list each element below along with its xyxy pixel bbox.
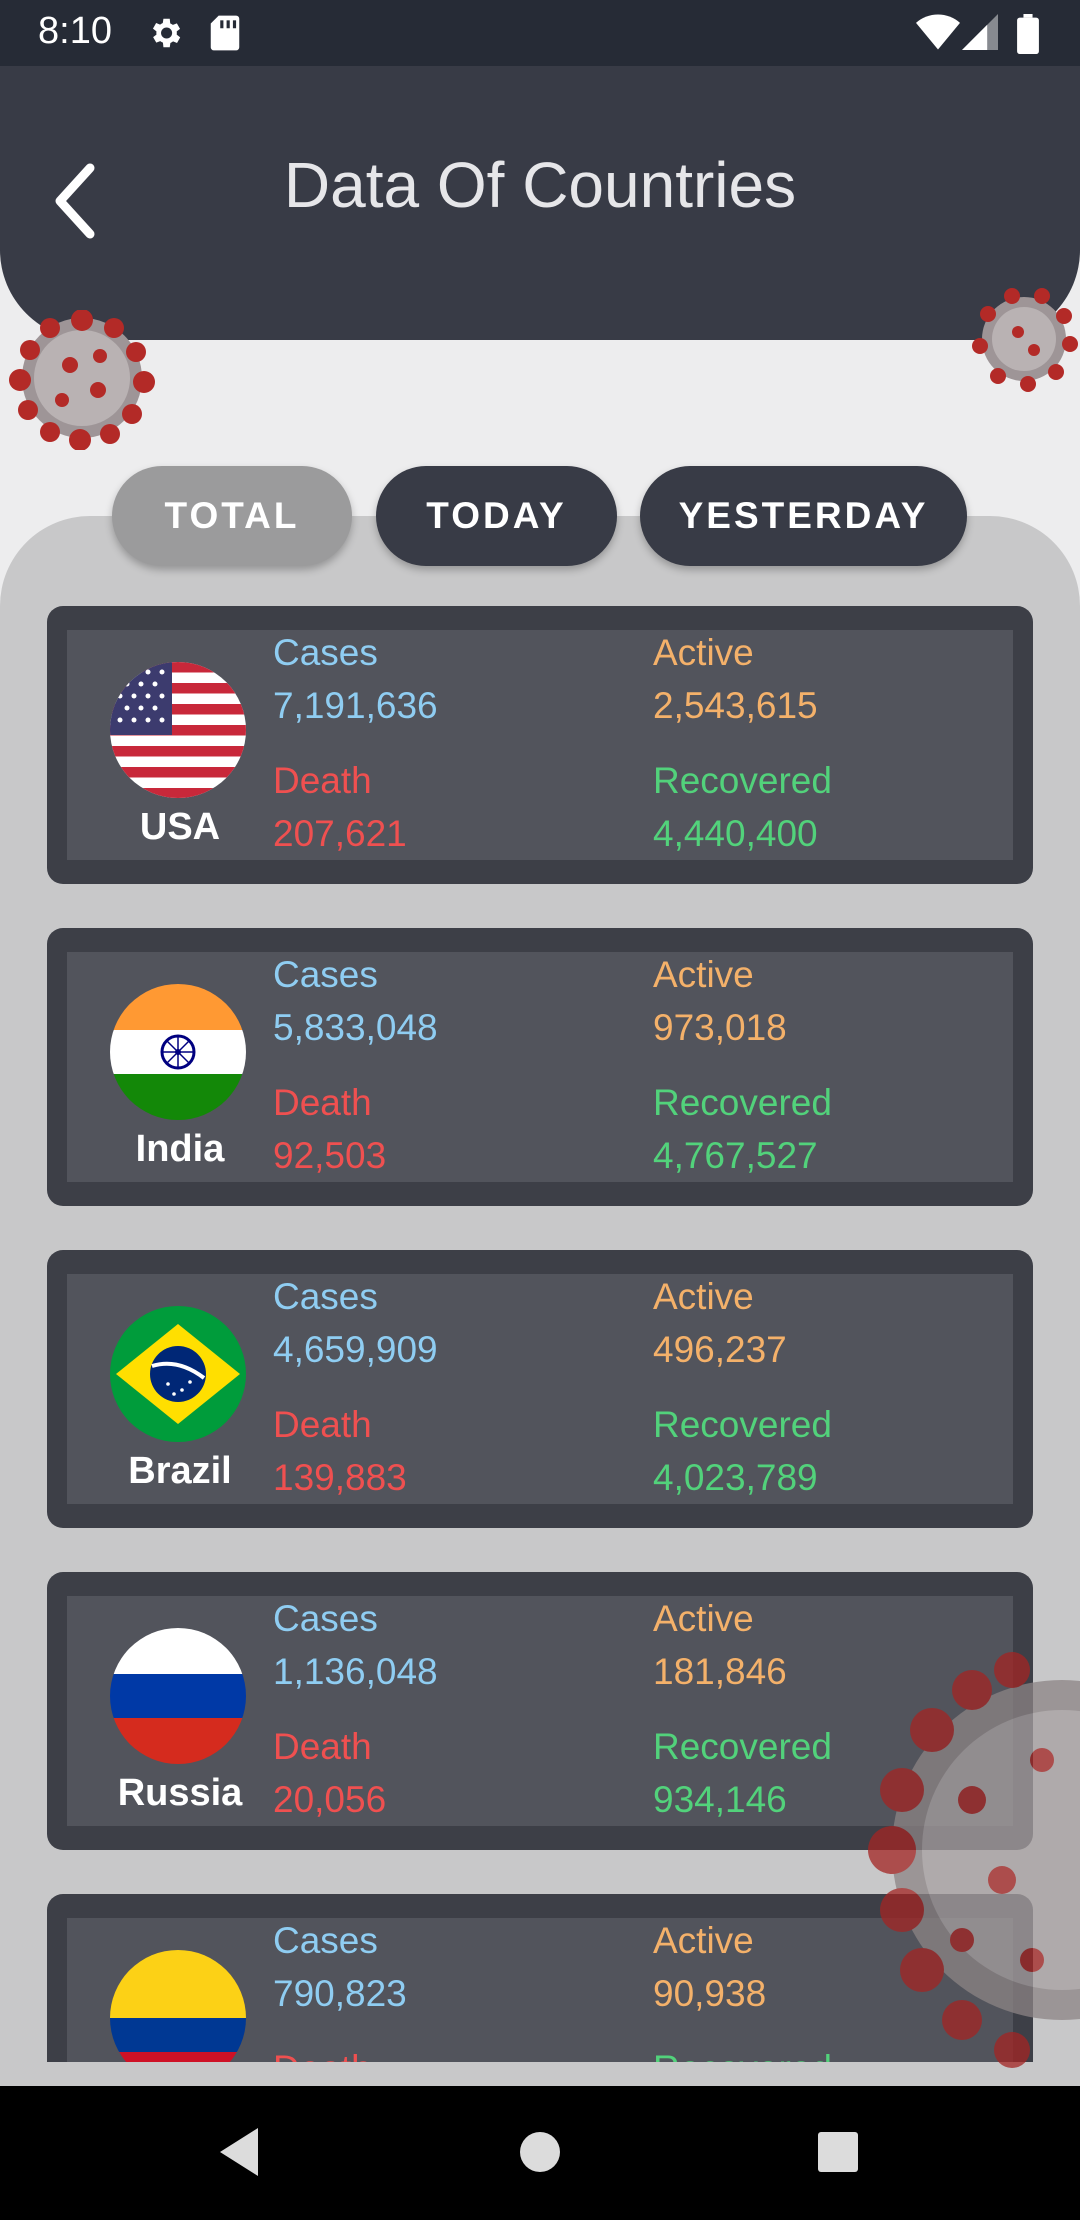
recovered-value: 4,440,400 (653, 813, 818, 854)
back-arrow-icon[interactable] (46, 146, 136, 256)
death-value: 20,056 (273, 1779, 387, 1820)
active-label: Active (653, 1598, 754, 1639)
colombia-flag-icon (110, 1950, 246, 2062)
active-label: Active (653, 1920, 754, 1961)
app-header: Data Of Countries (0, 66, 1080, 340)
death-label: Death (273, 1082, 372, 1123)
russia-flag-icon (110, 1628, 246, 1764)
country-list[interactable]: USA Cases 7,191,636 Death 207,621 Active… (0, 600, 1080, 2062)
page-title: Data Of Countries (283, 149, 797, 221)
card-body: India Cases 5,833,048 Death 92,503 Activ… (67, 952, 1013, 1182)
period-tabs: TOTAL TODAY YESTERDAY (0, 466, 1080, 566)
cases-label: Cases (273, 1920, 378, 1961)
card-body: Cases 790,823 Death Active 90,938 Recove… (67, 1918, 1013, 2062)
status-time: 8:10 (38, 10, 112, 52)
country-card-india[interactable]: India Cases 5,833,048 Death 92,503 Activ… (47, 928, 1033, 1206)
country-name: Brazil (128, 1450, 232, 1492)
wifi-icon (916, 14, 960, 50)
usa-flag-icon (110, 662, 246, 798)
recovered-label: Recovered (653, 760, 832, 801)
death-label: Death (273, 2048, 372, 2062)
virus-decoration-icon (9, 310, 155, 450)
tab-today[interactable]: TODAY (376, 466, 617, 566)
active-label: Active (653, 1276, 754, 1317)
battery-icon (1017, 14, 1039, 54)
recovered-label: Recovered (653, 1404, 832, 1445)
recovered-label: Recovered (653, 1726, 832, 1767)
cases-label: Cases (273, 954, 378, 995)
cases-value: 4,659,909 (273, 1329, 438, 1370)
cases-label: Cases (273, 632, 378, 673)
tab-yesterday[interactable]: YESTERDAY (640, 466, 967, 566)
cases-label: Cases (273, 1598, 378, 1639)
cell-signal-icon (962, 14, 998, 50)
country-name: India (135, 1128, 225, 1170)
india-flag-icon (110, 984, 246, 1120)
recovered-value: 934,146 (653, 1779, 787, 1820)
death-label: Death (273, 760, 372, 801)
active-value: 2,543,615 (653, 685, 818, 726)
country-name: USA (139, 806, 221, 848)
death-value: 207,621 (273, 813, 407, 854)
country-card-usa[interactable]: USA Cases 7,191,636 Death 207,621 Active… (47, 606, 1033, 884)
card-body: Russia Cases 1,136,048 Death 20,056 Acti… (67, 1596, 1013, 1826)
nav-home-icon[interactable] (518, 2126, 562, 2178)
cases-value: 7,191,636 (273, 685, 438, 726)
nav-back-icon[interactable] (218, 2126, 262, 2178)
sd-card-icon (210, 15, 240, 51)
active-value: 90,938 (653, 1973, 767, 2014)
brazil-flag-icon (110, 1306, 246, 1442)
death-label: Death (273, 1404, 372, 1445)
navigation-bar (0, 2086, 1080, 2220)
active-label: Active (653, 632, 754, 673)
recovered-value: 4,023,789 (653, 1457, 818, 1498)
active-label: Active (653, 954, 754, 995)
death-value: 139,883 (273, 1457, 407, 1498)
cases-value: 5,833,048 (273, 1007, 438, 1048)
death-value: 92,503 (273, 1135, 387, 1176)
tab-total[interactable]: TOTAL (112, 466, 352, 566)
active-value: 181,846 (653, 1651, 787, 1692)
cases-value: 790,823 (273, 1973, 407, 2014)
active-value: 973,018 (653, 1007, 787, 1048)
country-name: Russia (117, 1772, 243, 1814)
virus-decoration-icon (868, 1652, 1080, 2068)
nav-recents-icon[interactable] (816, 2126, 860, 2178)
status-bar: 8:10 (0, 0, 1080, 66)
virus-decoration-icon (972, 288, 1078, 392)
active-value: 496,237 (653, 1329, 787, 1370)
country-card-colombia[interactable]: Cases 790,823 Death Active 90,938 Recove… (47, 1894, 1033, 2062)
recovered-label: Recovered (653, 2048, 832, 2062)
country-card-russia[interactable]: Russia Cases 1,136,048 Death 20,056 Acti… (47, 1572, 1033, 1850)
settings-gear-icon (152, 18, 181, 48)
card-body: USA Cases 7,191,636 Death 207,621 Active… (67, 630, 1013, 860)
cases-value: 1,136,048 (273, 1651, 438, 1692)
cases-label: Cases (273, 1276, 378, 1317)
recovered-label: Recovered (653, 1082, 832, 1123)
card-body: Brazil Cases 4,659,909 Death 139,883 Act… (67, 1274, 1013, 1504)
recovered-value: 4,767,527 (653, 1135, 818, 1176)
death-label: Death (273, 1726, 372, 1767)
country-card-brazil[interactable]: Brazil Cases 4,659,909 Death 139,883 Act… (47, 1250, 1033, 1528)
